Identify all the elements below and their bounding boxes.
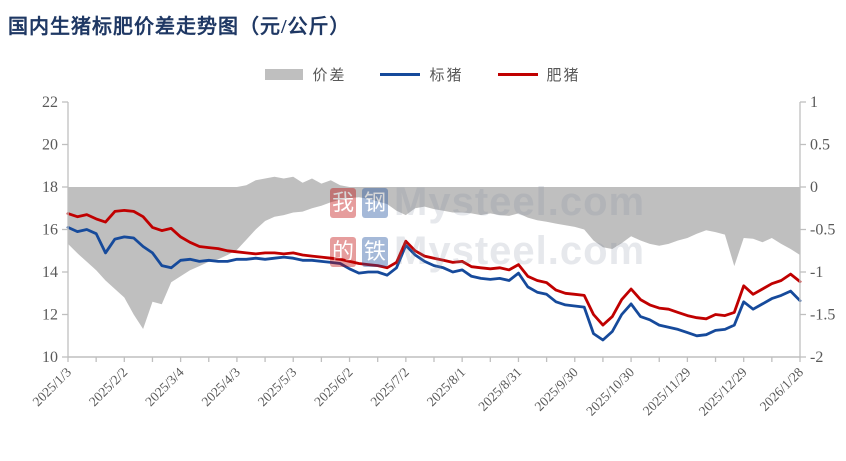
right-axis-label: -1	[810, 264, 823, 281]
legend-item-fat-pig: 肥猪	[497, 64, 581, 85]
x-axis-date-label: 2025/2/2	[86, 365, 131, 410]
x-axis-date-label: 2025/10/30	[583, 364, 637, 418]
right-axis-label: -2	[810, 349, 823, 366]
x-axis-date-label: 2025/7/2	[367, 365, 412, 410]
legend: 价差 标猪 肥猪	[0, 64, 846, 85]
left-axis-label: 12	[42, 307, 58, 324]
x-axis-date-label: 2025/8/1	[424, 365, 469, 410]
left-axis-label: 16	[42, 222, 58, 239]
red-line-swatch-icon	[497, 73, 538, 76]
page-title: 国内生猪标肥价差走势图（元/公斤）	[8, 16, 351, 38]
left-axis-label: 18	[42, 179, 58, 196]
legend-label: 价差	[312, 68, 347, 84]
x-axis-date-label: 2025/5/3	[255, 364, 300, 409]
x-axis-date-label: 2025/6/2	[311, 365, 356, 410]
right-axis-label: -1.5	[810, 307, 835, 324]
x-axis-date-label: 2025/9/30	[532, 364, 581, 413]
left-axis-label: 14	[42, 264, 58, 281]
right-axis-label: 0	[810, 179, 818, 196]
left-axis-label: 10	[42, 349, 58, 366]
legend-label: 标猪	[429, 68, 464, 84]
fat-pig-line	[66, 209, 802, 327]
x-axis-date-label: 2025/3/4	[142, 364, 187, 409]
x-axis-date-label: 2025/12/29	[696, 364, 750, 418]
blue-line-swatch-icon	[380, 73, 421, 76]
x-axis-date-label: 2025/1/3	[30, 364, 75, 409]
x-axis-date-label: 2025/8/31	[475, 365, 524, 414]
legend-item-price-diff: 价差	[265, 64, 346, 85]
x-axis-date-label: 2026/1/28	[757, 364, 806, 413]
left-axis-label: 22	[42, 94, 58, 111]
price-diff-area	[68, 176, 800, 329]
right-axis-label: 0.5	[810, 137, 830, 154]
standard-pig-line	[66, 226, 802, 342]
x-axis-date-label: 2025/11/29	[640, 364, 694, 418]
left-axis-label: 20	[42, 137, 58, 154]
legend-item-standard-pig: 标猪	[380, 64, 463, 85]
legend-label: 肥猪	[546, 68, 581, 84]
area-swatch-icon	[265, 69, 304, 80]
right-axis-label: -0.5	[810, 222, 835, 239]
right-axis-label: 1	[810, 94, 818, 111]
x-axis-date-label: 2025/4/3	[198, 364, 243, 409]
